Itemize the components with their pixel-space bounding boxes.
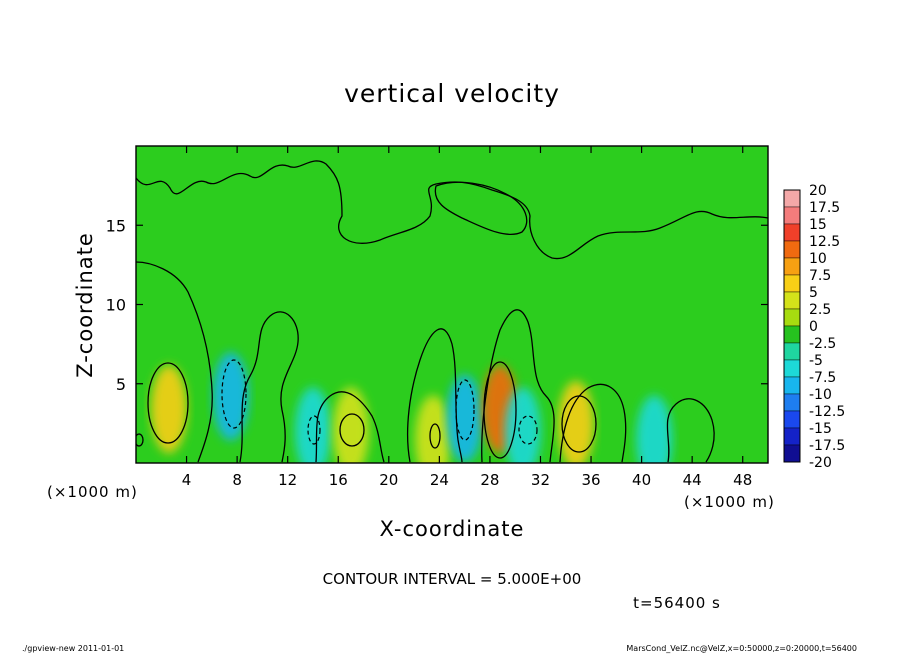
colorbar-segment (783, 257, 801, 276)
field-cell-9 (557, 380, 594, 463)
contour-mid-2 (315, 391, 385, 463)
y-tick-label: 5 (116, 375, 126, 394)
colorbar: 2017.51512.5107.552.50-2.5-5-7.5-10-12.5… (783, 183, 845, 471)
contour-cell-2 (483, 361, 517, 459)
colorbar-frame (783, 189, 801, 463)
contour-cell-6 (136, 433, 144, 447)
dashed-cell-2 (455, 379, 475, 441)
colorbar-segment (783, 223, 801, 242)
x-tick-label: 48 (733, 471, 752, 489)
x-unit-right: (×1000 m) (684, 493, 775, 511)
field-cell-4 (332, 387, 369, 463)
x-tick-label: 24 (430, 471, 449, 489)
y-axis-label: Z-coordinate (73, 232, 97, 378)
x-tick-label: 28 (480, 471, 499, 489)
contour-cell-4 (339, 413, 365, 447)
colorbar-label: -17.5 (809, 438, 845, 454)
x-tick-label: 36 (581, 471, 600, 489)
y-ticks: 5 10 15 (106, 216, 768, 394)
contour-zero-line (136, 160, 768, 260)
colorbar-segment (783, 189, 801, 208)
colorbar-label: -5 (809, 353, 823, 369)
time-label: t=56400 s (633, 594, 721, 612)
colorbar-segment (783, 274, 801, 293)
colorbar-segment (783, 393, 801, 412)
field-cell-10 (636, 395, 673, 463)
contour-mid-4 (481, 309, 555, 463)
x-tick-label: 8 (232, 471, 242, 489)
colorbar-segment (783, 427, 801, 446)
contour-upper-blob (434, 181, 528, 236)
colorbar-segment (783, 325, 801, 344)
x-unit-left: (×1000 m) (47, 483, 138, 501)
x-tick-label: 12 (278, 471, 297, 489)
colorbar-label: 12.5 (809, 234, 840, 250)
dashed-cell-4 (307, 415, 321, 445)
field-cell-1 (150, 365, 187, 454)
field-cell-2 (212, 352, 249, 441)
contour-lines (136, 160, 768, 463)
colorbar-label: -20 (809, 455, 832, 471)
colorbar-segment (783, 240, 801, 259)
colorbar-label: -7.5 (809, 370, 836, 386)
colorbar-label: -12.5 (809, 404, 845, 420)
colorbar-label: -15 (809, 421, 832, 437)
colorbar-segment (783, 291, 801, 310)
x-tick-label: 16 (329, 471, 348, 489)
colorbar-label: -10 (809, 387, 832, 403)
colorbar-segment (783, 359, 801, 378)
colorbar-label: 0 (809, 319, 818, 335)
contour-interval-text: CONTOUR INTERVAL = 5.000E+00 (323, 570, 582, 588)
x-tick-label: 44 (683, 471, 702, 489)
x-ticks: 4 8 12 16 20 24 28 32 36 40 44 48 (182, 146, 752, 489)
colorbar-segment (783, 376, 801, 395)
chart-title: vertical velocity (344, 79, 560, 108)
contour-upper-left (136, 261, 213, 463)
contour-mid (239, 311, 299, 463)
dashed-cell-1 (221, 359, 247, 429)
field-cell-6 (446, 374, 483, 463)
x-tick-label: 4 (182, 471, 192, 489)
field-cell-8 (504, 387, 541, 463)
y-tick-label: 10 (106, 296, 126, 315)
field-cell-5 (415, 395, 452, 463)
contour-right-lobe (666, 398, 715, 463)
colorbar-label: 10 (809, 251, 827, 267)
colorbar-segment (783, 206, 801, 225)
dashed-cell-3 (518, 415, 538, 445)
colorbar-segment (783, 342, 801, 361)
colorbar-label: 7.5 (809, 268, 831, 284)
colorbar-label: 20 (809, 183, 827, 199)
x-tick-label: 20 (379, 471, 398, 489)
colorbar-segment (783, 444, 801, 463)
contour-dashed-lines (221, 359, 538, 445)
x-tick-label: 40 (632, 471, 651, 489)
colorbar-label: 2.5 (809, 302, 831, 318)
contour-mid-5 (559, 383, 627, 463)
contour-cell-3 (561, 395, 597, 453)
contour-cell-1 (147, 362, 189, 444)
colorbar-segment (783, 410, 801, 429)
y-tick-label: 15 (106, 216, 126, 235)
colorbar-segment (783, 308, 801, 327)
contour-mid-3 (406, 328, 463, 463)
contour-cell-5 (429, 423, 441, 449)
footer-left: ./gpview-new 2011-01-01 (22, 644, 124, 653)
colorbar-label: 17.5 (809, 200, 840, 216)
footer-right: MarsCond_VelZ.nc@VelZ,x=0:50000,z=0:2000… (626, 644, 857, 653)
colorbar-label: 15 (809, 217, 827, 233)
x-tick-label: 32 (531, 471, 550, 489)
colorbar-label: 5 (809, 285, 818, 301)
x-axis-label: X-coordinate (380, 517, 525, 541)
colorbar-label: -2.5 (809, 336, 836, 352)
